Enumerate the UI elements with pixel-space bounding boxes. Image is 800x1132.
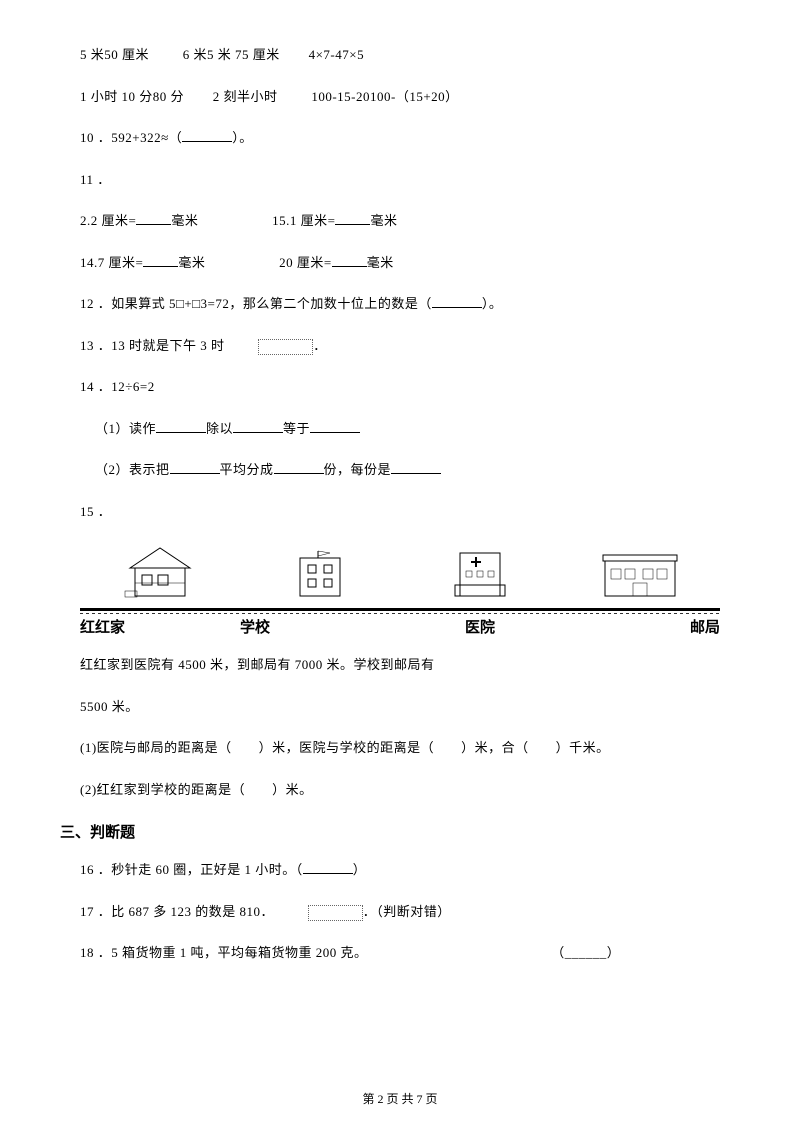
blank[interactable] — [233, 419, 283, 433]
q11a-d: 毫米 — [370, 213, 397, 228]
q-row1-f: 7×5 — [342, 47, 364, 62]
q12-close: ）。 — [482, 296, 503, 311]
q14-2-c: 份，每份是 — [324, 462, 392, 477]
blank[interactable] — [335, 211, 370, 225]
places-illustration — [80, 543, 720, 611]
q-row2-c: 2 刻 — [213, 89, 237, 104]
blank[interactable] — [303, 860, 353, 874]
postoffice-icon — [560, 543, 720, 603]
school-icon — [240, 543, 400, 603]
blank[interactable] — [332, 253, 367, 267]
q18-text: 18 ．5 箱货物重 1 吨，平均每箱货物重 200 克。 — [80, 945, 368, 960]
hospital-icon — [400, 543, 560, 603]
q15-label: 15 ． — [80, 502, 720, 522]
q-row1-d: 5 米 75 厘米 — [207, 47, 280, 62]
q10-close: ）。 — [232, 130, 253, 145]
q11a-c: 15.1 厘米= — [272, 213, 335, 228]
q-row2-b: 80 分 — [153, 89, 184, 104]
period: ． — [313, 338, 327, 353]
blank[interactable] — [432, 294, 482, 308]
blank[interactable] — [136, 211, 171, 225]
q16-close: ） — [353, 862, 367, 877]
section-3-title: 三、判断题 — [60, 821, 720, 842]
q15-text1: 红红家到医院有 4500 米，到邮局有 7000 米。学校到邮局有 — [80, 655, 720, 675]
blank[interactable] — [170, 460, 220, 474]
q14-text: 14 ．12÷6=2 — [80, 377, 720, 397]
q16-text: 16 ．秒针走 60 圈，正好是 1 小时。（ — [80, 862, 303, 877]
q11b-b: 毫米 — [178, 255, 205, 270]
q-row2-a: 1 小时 10 分 — [80, 89, 153, 104]
q12-text: 12 ．如果算式 5□+□3=72，那么第二个加数十位上的数是（ — [80, 296, 432, 311]
q11b-c: 20 厘米= — [279, 255, 332, 270]
q14-2-b: 平均分成 — [220, 462, 274, 477]
q-row1-b: 50 厘米 — [104, 47, 149, 62]
q10-label: 10 ．592+322≈（ — [80, 130, 182, 145]
q14-1-a: （1）读作 — [95, 421, 156, 436]
q-row2-f: 100-（15+20） — [370, 89, 459, 104]
q11b-d: 毫米 — [367, 255, 394, 270]
blank[interactable] — [391, 460, 441, 474]
q-row2-e: 100-15-20 — [311, 89, 370, 104]
q11b-a: 14.7 厘米= — [80, 255, 143, 270]
q-row1-e: 4×7-4 — [309, 47, 343, 62]
blank[interactable] — [182, 128, 232, 142]
answer-box[interactable] — [308, 905, 363, 921]
q11a-a: 2.2 厘米= — [80, 213, 136, 228]
q13-text: 13 ．13 时就是下午 3 时 — [80, 338, 225, 353]
page-footer: 第 2 页 共 7 页 — [0, 1090, 800, 1107]
q14-1-c: 等于 — [283, 421, 310, 436]
q15-p2: (2)红红家到学校的距离是（ ）米。 — [80, 780, 720, 800]
q18-close: （______） — [551, 945, 620, 960]
q17-suffix: ．（判断对错） — [363, 904, 451, 919]
place-labels: 红红家 学校 医院 邮局 — [80, 616, 720, 637]
house-icon — [80, 543, 240, 603]
label-home: 红红家 — [80, 616, 240, 637]
label-post: 邮局 — [560, 616, 720, 637]
q-row1-c: 6 米 — [183, 47, 207, 62]
q15-text2: 5500 米。 — [80, 697, 720, 717]
blank[interactable] — [143, 253, 178, 267]
blank[interactable] — [156, 419, 206, 433]
q-row2-d: 半小时 — [237, 89, 278, 104]
q17-text: 17 ．比 687 多 123 的数是 810． — [80, 904, 274, 919]
label-school: 学校 — [240, 616, 400, 637]
q11a-b: 毫米 — [171, 213, 198, 228]
answer-box[interactable] — [258, 339, 313, 355]
q15-p1: (1)医院与邮局的距离是（ ）米，医院与学校的距离是（ ）米，合（ ）千米。 — [80, 738, 720, 758]
q14-1-b: 除以 — [206, 421, 233, 436]
q11-label: 11 ． — [80, 170, 720, 190]
q-row1-a: 5 米 — [80, 47, 104, 62]
q14-2-a: （2）表示把 — [95, 462, 170, 477]
label-hospital: 医院 — [400, 616, 560, 637]
blank[interactable] — [274, 460, 324, 474]
blank[interactable] — [310, 419, 360, 433]
